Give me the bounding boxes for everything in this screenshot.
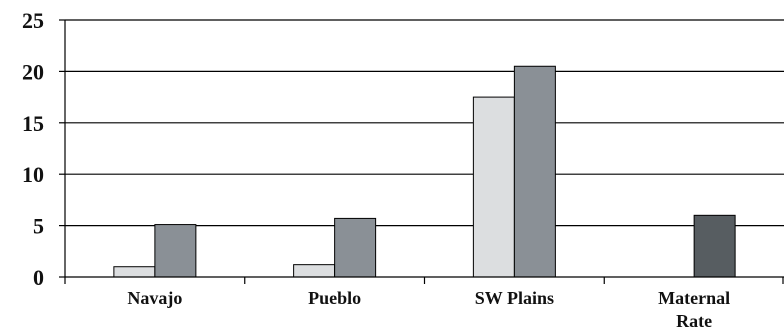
bar-2-2 (334, 217, 377, 278)
category-label: Maternal (658, 288, 730, 308)
y-tick-label: 5 (33, 214, 44, 239)
y-tick-label: 15 (22, 111, 44, 136)
axes (59, 19, 784, 284)
bar-2-1 (154, 224, 197, 278)
category-label: SW Plains (475, 288, 554, 308)
gridlines (65, 19, 784, 227)
category-label: Rate (676, 311, 712, 331)
category-labels: Navajo Pueblo SW Plains Maternal Rate (127, 288, 730, 331)
bar-2-3 (513, 65, 556, 278)
y-tick-label: 0 (33, 265, 44, 290)
bar-1-2 (293, 264, 336, 278)
bar-3-4 (693, 214, 736, 278)
bar-1-1 (113, 266, 156, 278)
bar-1-3 (472, 96, 515, 278)
y-tick-label: 20 (22, 59, 44, 84)
y-tick-label: 25 (22, 8, 44, 33)
bars (113, 65, 736, 278)
y-tick-label: 10 (22, 162, 44, 187)
category-label: Pueblo (308, 288, 361, 308)
y-tick-labels: 0 5 10 15 20 25 (22, 8, 44, 290)
category-label: Navajo (127, 288, 182, 308)
